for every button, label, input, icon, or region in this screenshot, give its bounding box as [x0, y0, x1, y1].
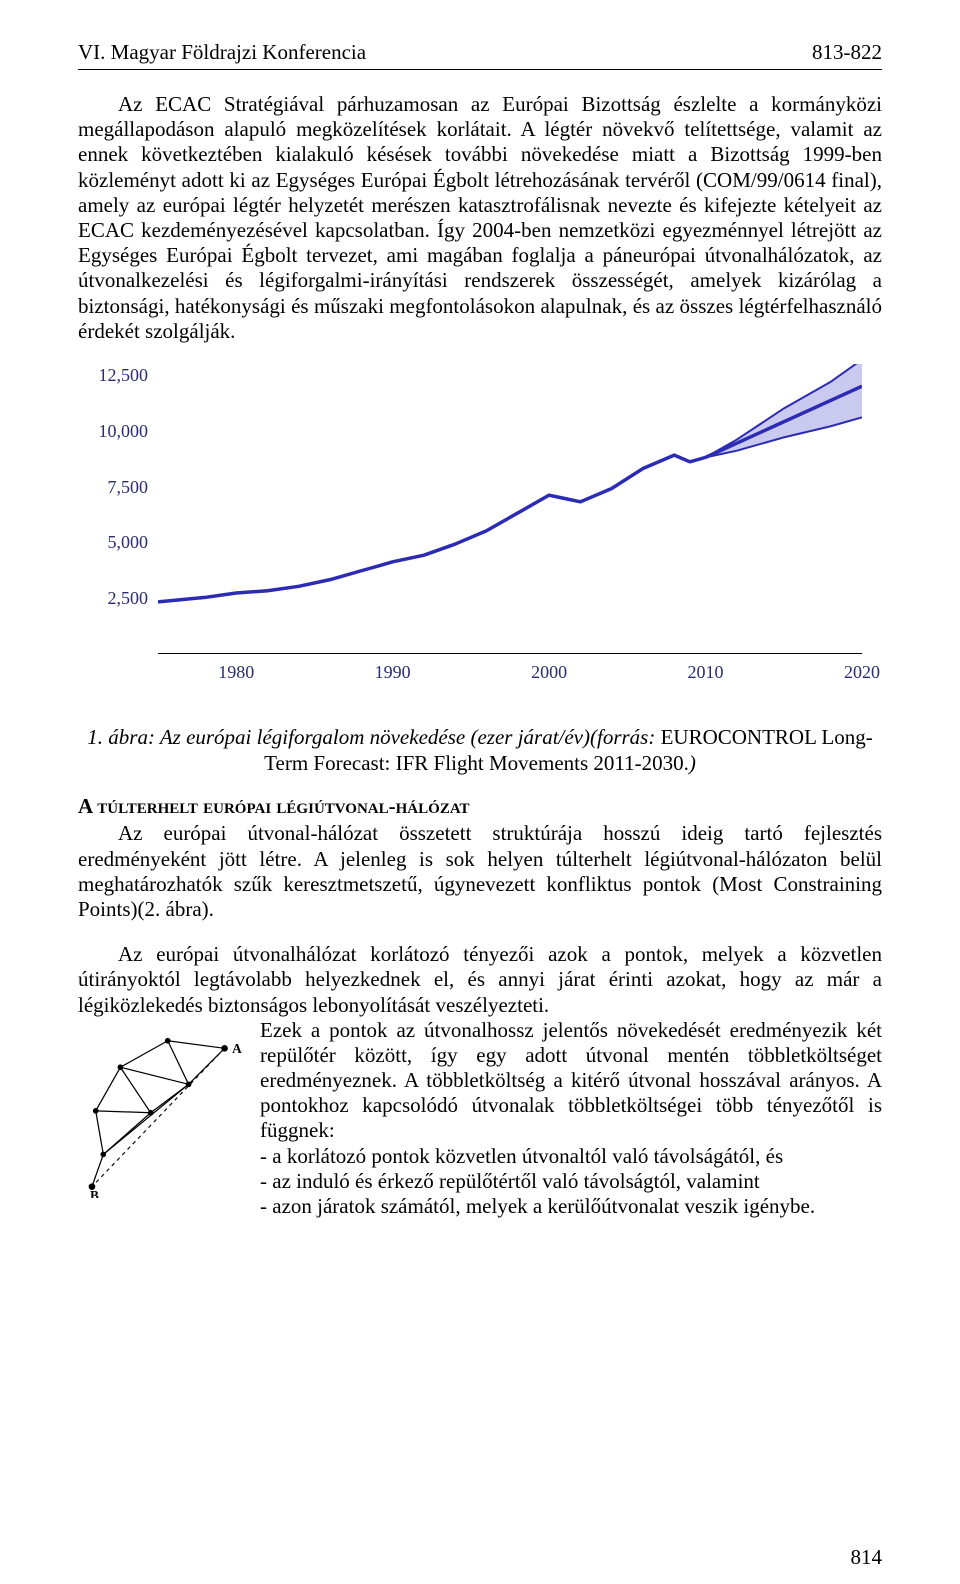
svg-text:A: A	[232, 1041, 242, 1056]
network-text-2-pre: Az európai útvonalhálózat korlátozó tény…	[78, 942, 882, 1018]
network-paragraph-2-intro: Az európai útvonalhálózat korlátozó tény…	[78, 942, 882, 1018]
line-chart: 19801990200020102020 2,5005,0007,50010,0…	[78, 364, 882, 704]
chart-xtick-label: 2000	[531, 662, 567, 683]
page-number: 814	[851, 1545, 883, 1570]
bullet-list: - a korlátozó pontok közvetlen útvonaltó…	[260, 1144, 882, 1220]
chart-ytick-label: 7,500	[78, 477, 148, 498]
page-header: VI. Magyar Földrajzi Konferencia 813-822	[78, 40, 882, 70]
chart-ytick-label: 5,000	[78, 532, 148, 553]
chart-xtick-label: 1990	[375, 662, 411, 683]
section-heading-overloaded-network: A túlterhelt európai légiútvonal-hálózat	[78, 794, 882, 819]
bullet-item: - azon járatok számától, melyek a kerülő…	[260, 1194, 882, 1219]
header-right: 813-822	[812, 40, 882, 65]
network-paragraph-1: Az európai útvonal-hálózat összetett str…	[78, 821, 882, 922]
chart-ytick-label: 12,500	[78, 365, 148, 386]
chart-plot-area: 19801990200020102020	[158, 364, 862, 654]
caption-close: )	[689, 751, 696, 775]
intro-text: Az ECAC Stratégiával párhuzamosan az Eur…	[78, 92, 882, 344]
header-left: VI. Magyar Földrajzi Konferencia	[78, 40, 366, 65]
caption-italic: 1. ábra: Az európai légiforgalom növeked…	[87, 725, 655, 749]
paragraph-with-figure: Az európai útvonalhálózat korlátozó tény…	[78, 942, 882, 1219]
network-text-1: Az európai útvonal-hálózat összetett str…	[78, 821, 882, 922]
chart-xtick-label: 2010	[688, 662, 724, 683]
chart-xtick-label: 1980	[218, 662, 254, 683]
chart-svg	[158, 364, 862, 653]
chart-ytick-label: 2,500	[78, 588, 148, 609]
network-text-2-post: Ezek a pontok az útvonalhossz jelentős n…	[260, 1018, 882, 1144]
figure-1-caption: 1. ábra: Az európai légiforgalom növeked…	[78, 724, 882, 777]
chart-ytick-label: 10,000	[78, 421, 148, 442]
svg-text:B: B	[90, 1188, 99, 1198]
figure-1: 19801990200020102020 2,5005,0007,50010,0…	[78, 364, 882, 704]
chart-xtick-label: 2020	[844, 662, 880, 683]
bullet-item: - a korlátozó pontok közvetlen útvonaltó…	[260, 1144, 882, 1169]
figure-2-diagram: AB	[78, 1018, 248, 1198]
intro-paragraph: Az ECAC Stratégiával párhuzamosan az Eur…	[78, 92, 882, 344]
bullet-item: - az induló és érkező repülőtértől való …	[260, 1169, 882, 1194]
network-svg: AB	[78, 1018, 248, 1198]
